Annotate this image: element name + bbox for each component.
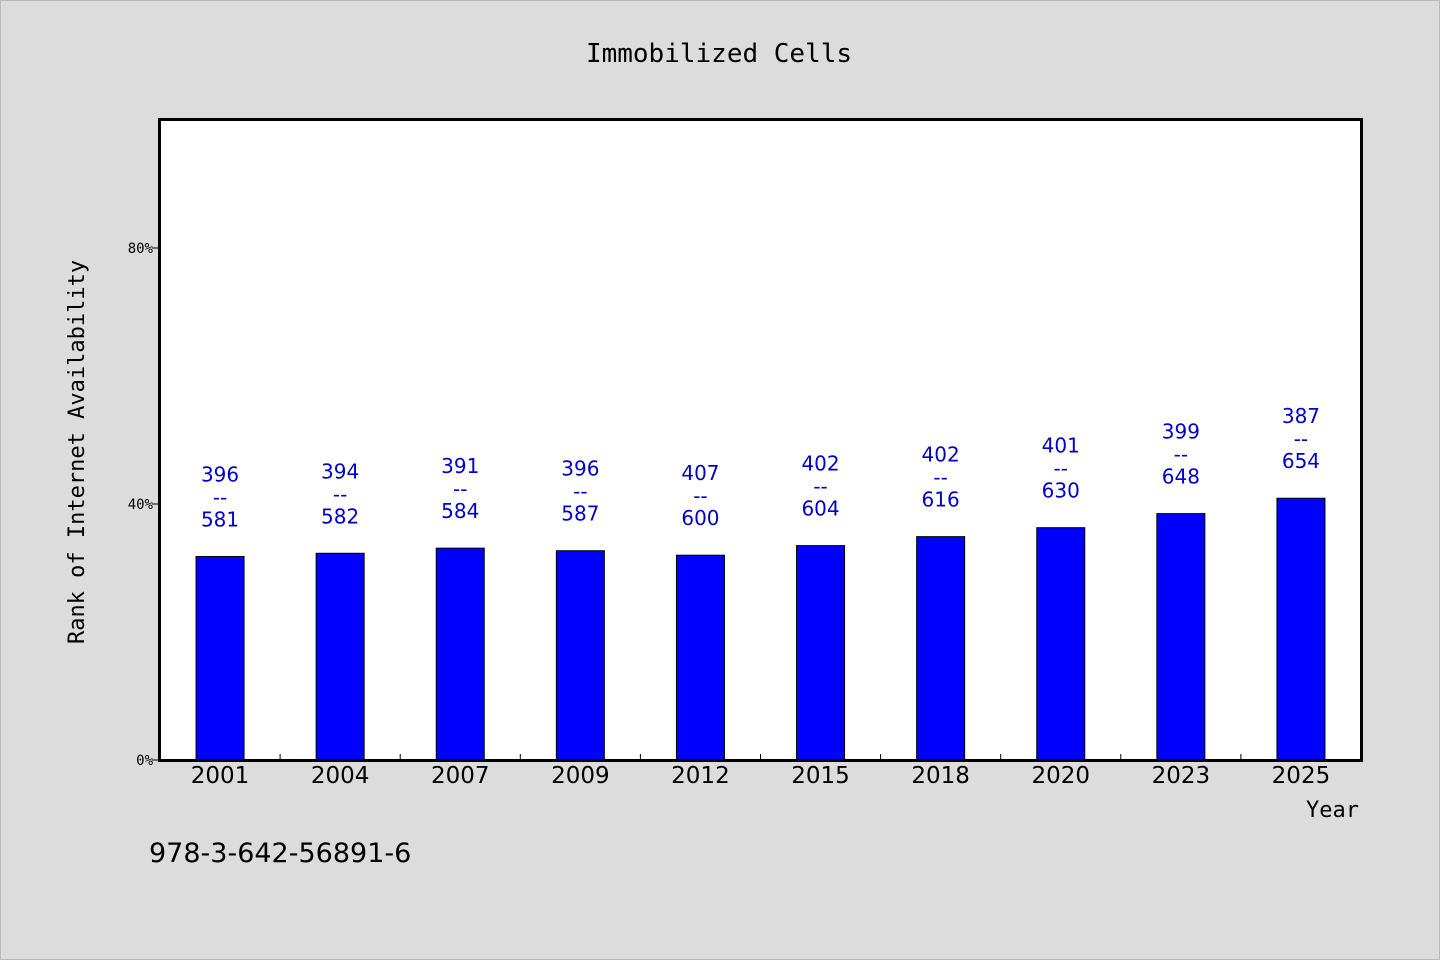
x-tick-label-2007: 2007 <box>431 763 490 789</box>
data-label-2023-bottom: 648 <box>1162 465 1200 489</box>
data-label-2023-sep: -- <box>1174 443 1188 467</box>
data-label-2018-top: 402 <box>922 443 960 467</box>
data-label-2025-bottom: 654 <box>1282 449 1320 473</box>
bar-2018 <box>916 536 966 761</box>
data-label-2004-top: 394 <box>321 459 359 483</box>
data-label-2004-bottom: 582 <box>321 504 359 528</box>
data-label-2007-top: 391 <box>441 454 479 478</box>
y-tick-label-0: 0% <box>136 753 153 769</box>
data-label-2012-bottom: 600 <box>681 506 719 530</box>
data-label-2015-top: 402 <box>801 452 839 476</box>
data-label-2020-bottom: 630 <box>1042 479 1080 503</box>
bar-2001 <box>195 555 245 761</box>
data-label-2015-sep: -- <box>813 475 827 499</box>
data-label-2015-bottom: 604 <box>801 497 839 521</box>
data-label-2007-sep: -- <box>453 477 467 501</box>
data-label-2009-top: 396 <box>561 457 599 481</box>
x-tick-label-2004: 2004 <box>311 763 370 789</box>
x-tick-label-2001: 2001 <box>191 763 250 789</box>
data-label-2025-sep: -- <box>1294 427 1308 451</box>
data-label-2025-top: 387 <box>1282 404 1320 428</box>
bar-2004 <box>315 552 365 761</box>
bar-2020 <box>1036 527 1086 761</box>
x-tick-label-2012: 2012 <box>671 763 730 789</box>
chart-title: Immobilized Cells <box>586 39 852 69</box>
x-tick-label-2025: 2025 <box>1272 763 1331 789</box>
data-label-2001-top: 396 <box>201 462 239 486</box>
data-label-2001-sep: -- <box>213 485 227 509</box>
data-label-2012-sep: -- <box>693 484 707 508</box>
data-label-2020-sep: -- <box>1054 457 1068 481</box>
y-axis-label: Rank of Internet Availability <box>65 260 90 644</box>
y-tick-label-40: 40% <box>128 497 154 513</box>
bar-2023 <box>1156 513 1206 761</box>
x-tick-label-2023: 2023 <box>1152 763 1211 789</box>
bar-2015 <box>796 545 846 761</box>
y-axis: 0% 40% 80% <box>128 241 160 769</box>
x-tick-label-2018: 2018 <box>911 763 970 789</box>
data-label-2020-top: 401 <box>1042 434 1080 458</box>
bar-2025 <box>1276 497 1326 761</box>
x-tick-label-2015: 2015 <box>791 763 850 789</box>
bars-layer <box>195 497 1326 761</box>
x-axis-label: Year <box>1306 798 1359 823</box>
plot-border <box>158 118 1363 762</box>
x-tick-label-2020: 2020 <box>1031 763 1090 789</box>
x-axis: 2001 2004 2007 2009 2012 2015 2018 2020 2023 2025 <box>191 754 1330 789</box>
data-label-2009-bottom: 587 <box>561 502 599 526</box>
data-label-2012-top: 407 <box>681 461 719 485</box>
isbn-text: 978-3-642-56891-6 <box>149 838 411 869</box>
data-label-2023-top: 399 <box>1162 420 1200 444</box>
bar-2007 <box>435 547 485 761</box>
bar-2012 <box>675 554 725 761</box>
data-label-2001-bottom: 581 <box>201 507 239 531</box>
data-label-2018-bottom: 616 <box>922 488 960 512</box>
data-label-2009-sep: -- <box>573 480 587 504</box>
y-tick-label-80: 80% <box>128 241 154 257</box>
x-tick-label-2009: 2009 <box>551 763 610 789</box>
data-label-2018-sep: -- <box>933 466 947 490</box>
data-label-2004-sep: -- <box>333 482 347 506</box>
data-labels-layer: 396--581394--582391--584396--587407--600… <box>201 404 1320 531</box>
bar-2009 <box>555 550 605 761</box>
data-label-2007-bottom: 584 <box>441 499 479 523</box>
